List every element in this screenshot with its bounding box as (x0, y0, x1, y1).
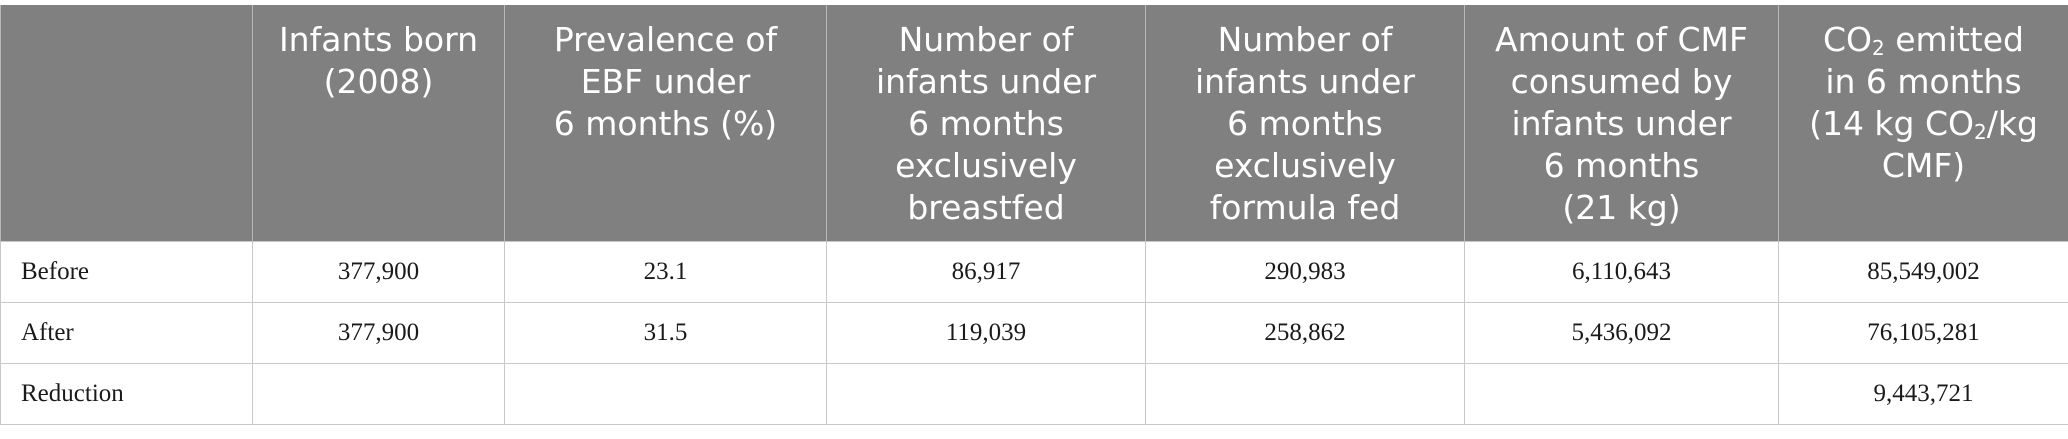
table-cell (252, 362, 505, 425)
header-row: Infants born (2008) Prevalence of EBF un… (0, 5, 2068, 241)
table-cell: 119,039 (826, 301, 1146, 364)
table-cell (1464, 362, 1779, 425)
table-cell: 290,983 (1145, 240, 1465, 303)
table-cell (1145, 362, 1465, 425)
header-cell-infants-born: Infants born (2008) (252, 5, 505, 241)
table-row-after: After 377,900 31.5 119,039 258,862 5,436… (0, 301, 2068, 364)
header-cell-prevalence-ebf: Prevalence of EBF under 6 months (%) (504, 5, 827, 241)
table-cell: 258,862 (1145, 301, 1465, 364)
table-cell: 6,110,643 (1464, 240, 1779, 303)
table-cell: 31.5 (504, 301, 827, 364)
table-cell (826, 362, 1146, 425)
row-label: Reduction (0, 362, 253, 425)
row-label: Before (0, 240, 253, 303)
header-cell-blank (0, 5, 253, 241)
table-cell: 85,549,002 (1778, 240, 2068, 303)
header-cell-cmf-consumed: Amount of CMF consumed by infants under … (1464, 5, 1779, 241)
row-label: After (0, 301, 253, 364)
table-row-reduction: Reduction 9,443,721 (0, 362, 2068, 425)
table-cell (504, 362, 827, 425)
data-table: Infants born (2008) Prevalence of EBF un… (0, 5, 2068, 425)
table-cell: 86,917 (826, 240, 1146, 303)
header-cell-co2-emitted: CO2 emitted in 6 months (14 kg CO2/kg CM… (1778, 5, 2068, 241)
header-cell-exclusively-formula-fed: Number of infants under 6 months exclusi… (1145, 5, 1465, 241)
table-cell: 377,900 (252, 301, 505, 364)
header-cell-exclusively-breastfed: Number of infants under 6 months exclusi… (826, 5, 1146, 241)
table-cell: 76,105,281 (1778, 301, 2068, 364)
table-cell: 9,443,721 (1778, 362, 2068, 425)
table-row-before: Before 377,900 23.1 86,917 290,983 6,110… (0, 240, 2068, 303)
table-cell: 5,436,092 (1464, 301, 1779, 364)
table-cell: 23.1 (504, 240, 827, 303)
table-cell: 377,900 (252, 240, 505, 303)
